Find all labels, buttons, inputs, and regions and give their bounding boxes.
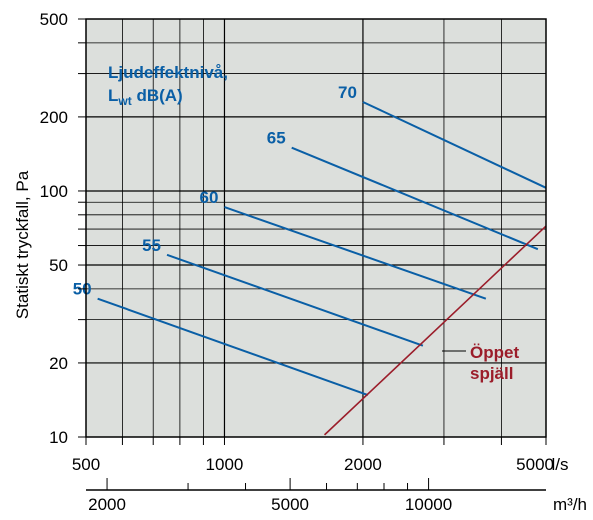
x-tick-label: 5000 bbox=[516, 455, 554, 474]
y-tick-label: 100 bbox=[40, 182, 68, 201]
x2-axis-unit: m³/h bbox=[553, 495, 587, 514]
series-label-70: 70 bbox=[338, 83, 357, 102]
y-axis-label: Statiskt tryckfall, Pa bbox=[13, 170, 32, 319]
series-label-60: 60 bbox=[200, 188, 219, 207]
y-tick-label: 500 bbox=[40, 10, 68, 29]
plot-area bbox=[86, 19, 546, 437]
legend-title: Ljudeffektnivå, Lwt dB(A) bbox=[108, 63, 228, 108]
x-tick-label: 2000 bbox=[344, 455, 382, 474]
x-tick-label: 500 bbox=[72, 455, 100, 474]
series-line-60 bbox=[224, 206, 487, 300]
plot-frame bbox=[85, 18, 547, 438]
y-tick-label: 50 bbox=[49, 256, 68, 275]
damper-line bbox=[323, 225, 547, 436]
x2-tick-label: 10000 bbox=[405, 495, 452, 514]
legend-title-subscript: wt bbox=[117, 94, 131, 108]
damper-label: Öppet spjäll bbox=[470, 343, 519, 383]
y-tick-label: 10 bbox=[49, 428, 68, 447]
x2-tick-label: 2000 bbox=[88, 495, 126, 514]
damper-label-line2: spjäll bbox=[470, 364, 513, 383]
series-line-65 bbox=[291, 146, 539, 251]
secondary-axis-ticks: 2000 5000 10000 bbox=[88, 478, 452, 514]
series-line-50 bbox=[97, 297, 369, 397]
series-label-55: 55 bbox=[142, 236, 161, 255]
damper-label-line1: Öppet bbox=[470, 343, 519, 362]
series-line-55 bbox=[166, 253, 424, 347]
x-tick-label: 1000 bbox=[206, 455, 244, 474]
legend-title-line1: Ljudeffektnivå, bbox=[108, 63, 228, 82]
y-tick-label: 20 bbox=[49, 354, 68, 373]
series-label-65: 65 bbox=[267, 129, 286, 148]
x2-tick-label: 5000 bbox=[271, 495, 309, 514]
y-tick-label: 200 bbox=[40, 108, 68, 127]
legend-title-line2: Lwt dB(A) bbox=[108, 86, 183, 108]
series-line-70 bbox=[362, 101, 547, 189]
x-axis-unit: l/s bbox=[552, 455, 569, 474]
